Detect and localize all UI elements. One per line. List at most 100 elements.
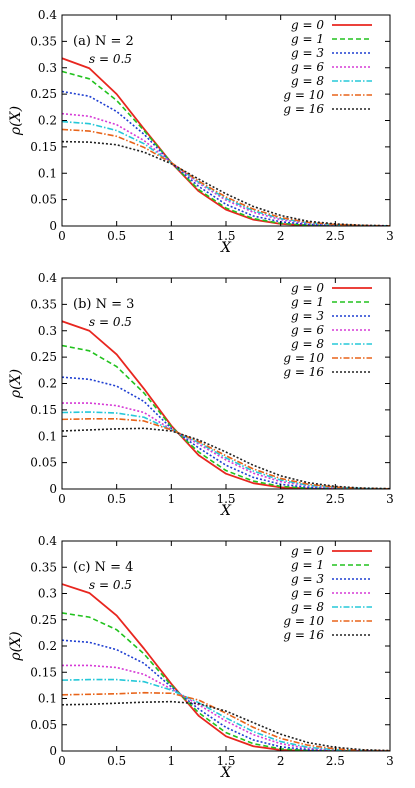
x-tick-label: 1 — [168, 492, 176, 506]
series-line-g0 — [62, 57, 390, 226]
panel-0-series-group — [62, 57, 390, 226]
x-tick-label: 1 — [168, 229, 176, 243]
legend-label: g = 8 — [291, 74, 324, 88]
panel-1: 0 0.5 1 1.5 2 2.5 3 0 0.05 0.1 0.15 0.2 0.25 0.3 0.35 0… — [8, 271, 394, 519]
x-tick-label: 2 — [277, 492, 285, 506]
y-tick-label: 0.2 — [38, 639, 57, 653]
x-axis-label: X — [220, 240, 232, 256]
y-tick-label: 0.2 — [38, 377, 57, 391]
panel-2-series-group — [62, 583, 390, 751]
y-tick-label: 0.05 — [30, 193, 57, 207]
y-tick-label: 0.25 — [30, 87, 57, 101]
legend-label: g = 10 — [283, 351, 324, 365]
y-tick-label: 0 — [49, 219, 57, 233]
y-tick-label: 0.25 — [30, 613, 57, 627]
panel-annotation: (a) N = 2 — [73, 34, 134, 49]
series-line-g3 — [62, 639, 390, 751]
x-tick-label: 2.5 — [326, 754, 345, 768]
y-tick-label: 0.1 — [38, 166, 57, 180]
x-tick-label: 0 — [58, 492, 66, 506]
legend-label: g = 16 — [283, 628, 324, 642]
series-line-g8 — [62, 678, 390, 751]
series-line-g3 — [62, 376, 390, 489]
param-text: s = 0.5 — [89, 578, 132, 592]
y-tick-label: 0.35 — [30, 297, 57, 311]
x-tick-label: 0.5 — [107, 492, 126, 506]
legend-label: g = 6 — [291, 586, 324, 600]
param-text: s = 0.5 — [89, 315, 132, 329]
series-line-g10 — [62, 418, 390, 489]
series-line-g10 — [62, 128, 390, 226]
panel-1-series-group — [62, 320, 390, 489]
y-tick-label: 0.3 — [38, 61, 57, 75]
y-tick-label: 0.35 — [30, 560, 57, 574]
y-tick-label: 0.4 — [38, 8, 57, 22]
x-tick-label: 2.5 — [326, 492, 345, 506]
legend-label: g = 16 — [283, 102, 324, 116]
x-tick-label: 3 — [386, 229, 394, 243]
series-line-g6 — [62, 112, 390, 226]
x-tick-label: 1 — [168, 754, 176, 768]
x-tick-label: 0.5 — [107, 229, 126, 243]
x-tick-label: 3 — [386, 754, 394, 768]
y-axis-label: ρ(X) — [8, 631, 24, 661]
legend-label: g = 10 — [283, 614, 324, 628]
series-line-g3 — [62, 90, 390, 226]
y-tick-label: 0.2 — [38, 114, 57, 128]
y-axis-label: ρ(X) — [8, 106, 24, 136]
legend-label: g = 0 — [291, 18, 324, 32]
legend-label: g = 6 — [291, 60, 324, 74]
x-tick-label: 1.5 — [216, 754, 235, 768]
y-tick-label: 0.1 — [38, 692, 57, 706]
y-tick-label: 0.3 — [38, 587, 57, 601]
series-line-g16 — [62, 427, 390, 489]
series-line-g8 — [62, 120, 390, 226]
param-text: s = 0.5 — [89, 52, 132, 66]
y-tick-label: 0.05 — [30, 718, 57, 732]
x-tick-label: 2 — [277, 229, 285, 243]
series-line-g16 — [62, 700, 390, 751]
y-tick-label: 0.3 — [38, 324, 57, 338]
legend-label: g = 1 — [291, 295, 324, 309]
series-line-g6 — [62, 402, 390, 489]
legend-label: g = 3 — [291, 309, 324, 323]
y-tick-label: 0.35 — [30, 34, 57, 48]
y-tick-label: 0.15 — [30, 403, 57, 417]
series-line-g1 — [62, 612, 390, 751]
y-tick-label: 0.15 — [30, 665, 57, 679]
panel-0: 0 0.5 1 1.5 2 2.5 3 0 0.05 0.1 0.15 0.2 0.25 0.3 0.35 0… — [8, 8, 394, 256]
x-tick-label: 1.5 — [216, 492, 235, 506]
legend-label: g = 10 — [283, 88, 324, 102]
x-tick-label: 0.5 — [107, 754, 126, 768]
y-tick-label: 0 — [49, 482, 57, 496]
x-tick-label: 1.5 — [216, 229, 235, 243]
x-tick-label: 3 — [386, 492, 394, 506]
y-tick-label: 0.15 — [30, 140, 57, 154]
legend-label: g = 3 — [291, 46, 324, 60]
x-tick-label: 0 — [58, 754, 66, 768]
series-line-g6 — [62, 664, 390, 751]
y-tick-label: 0.4 — [38, 534, 57, 548]
legend-label: g = 6 — [291, 323, 324, 337]
x-tick-label: 2.5 — [326, 229, 345, 243]
y-axis-label: ρ(X) — [8, 369, 24, 399]
legend-label: g = 8 — [291, 600, 324, 614]
y-tick-label: 0.05 — [30, 456, 57, 470]
x-axis-label: X — [220, 765, 232, 781]
series-line-g8 — [62, 411, 390, 489]
legend-label: g = 0 — [291, 281, 324, 295]
legend-label: g = 16 — [283, 365, 324, 379]
y-tick-label: 0 — [49, 744, 57, 758]
y-tick-label: 0.25 — [30, 350, 57, 364]
legend-label: g = 1 — [291, 32, 324, 46]
series-line-g10 — [62, 691, 390, 751]
series-line-g1 — [62, 344, 390, 489]
legend-label: g = 8 — [291, 337, 324, 351]
panel-2: 0 0.5 1 1.5 2 2.5 3 0 0.05 0.1 0.15 0.2 0.25 0.3 0.35 0… — [8, 534, 394, 781]
x-tick-label: 2 — [277, 754, 285, 768]
series-line-g16 — [62, 140, 390, 226]
x-tick-label: 0 — [58, 229, 66, 243]
x-axis-label: X — [220, 503, 232, 519]
legend-label: g = 3 — [291, 572, 324, 586]
